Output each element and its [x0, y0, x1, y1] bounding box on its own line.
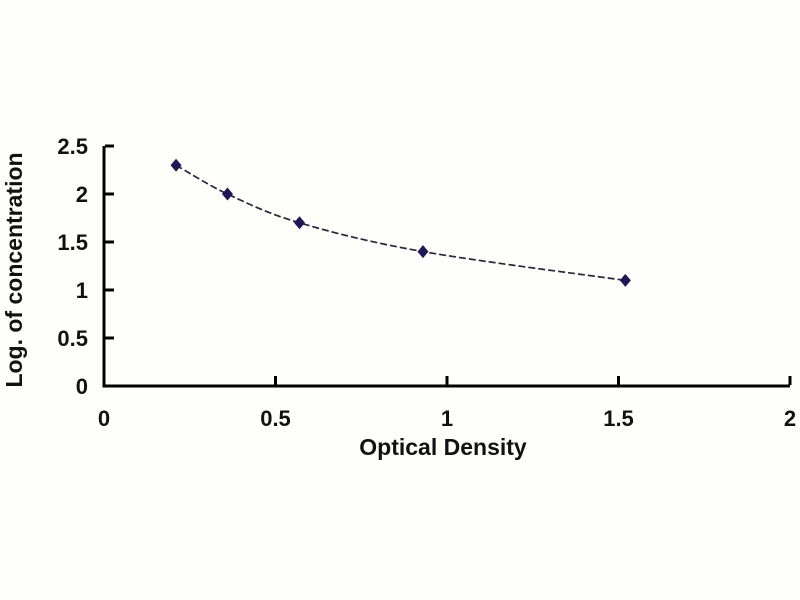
x-tick-label: 0.5: [260, 406, 291, 431]
data-point-marker: [221, 187, 233, 201]
x-tick-label: 0: [98, 406, 110, 431]
x-tick-label: 2: [784, 406, 796, 431]
y-tick-label: 1: [76, 278, 88, 303]
y-tick-label: 2.5: [57, 134, 88, 159]
y-tick-label: 0.5: [57, 326, 88, 351]
x-axis-title: Optical Density: [359, 434, 527, 460]
data-point-marker: [417, 245, 429, 259]
data-point-marker: [294, 216, 306, 230]
y-tick-label: 2: [76, 182, 88, 207]
y-axis-title: Log. of concentration: [1, 152, 27, 387]
x-tick-label: 1: [441, 406, 453, 431]
data-point-marker: [619, 273, 631, 287]
series-line: [175, 164, 626, 282]
y-tick-label: 1.5: [57, 230, 88, 255]
y-tick-label: 0: [76, 374, 88, 399]
axis-lines: [102, 146, 790, 388]
x-tick-label: 1.5: [603, 406, 634, 431]
data-point-marker: [170, 158, 182, 172]
